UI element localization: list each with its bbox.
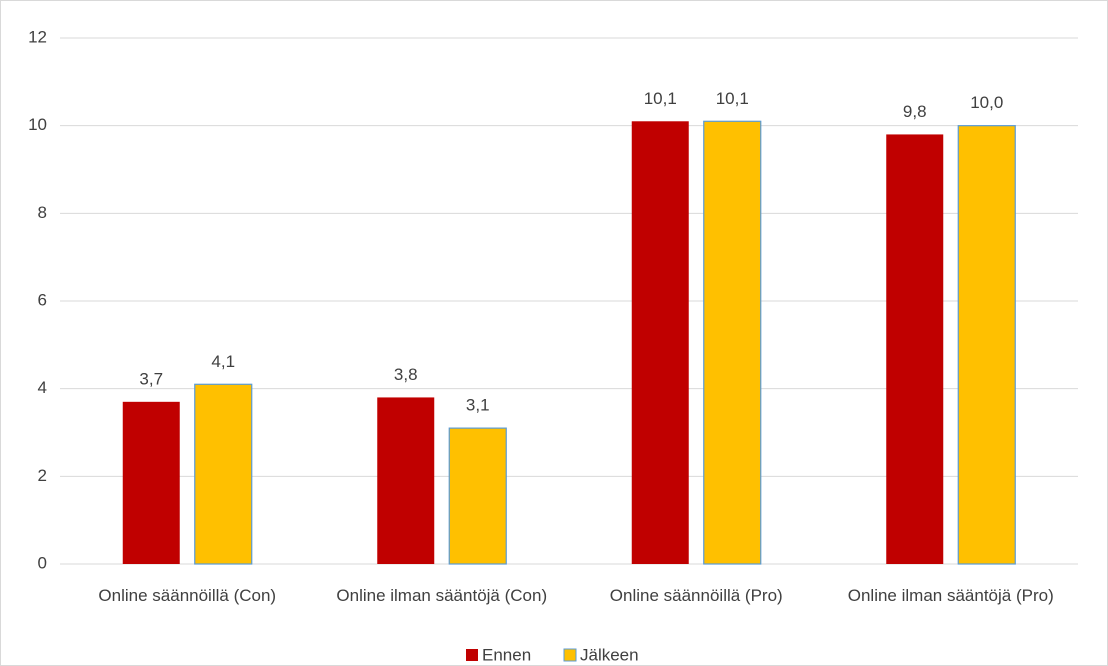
y-tick-label: 12 [28, 27, 47, 46]
data-label: 10,1 [716, 89, 749, 108]
legend-swatch [466, 649, 478, 661]
data-label: 4,1 [211, 352, 235, 371]
data-label: 3,8 [394, 365, 418, 384]
legend-swatch [563, 648, 577, 662]
bar [122, 401, 180, 564]
bar [194, 383, 253, 565]
y-tick-label: 0 [38, 553, 47, 572]
bar [377, 397, 435, 564]
y-tick-label: 6 [38, 290, 47, 309]
bar [957, 125, 1016, 565]
bar [448, 427, 507, 565]
y-tick-label: 4 [38, 378, 47, 397]
x-tick-label: Online ilman sääntöjä (Pro) [847, 586, 1054, 605]
y-tick-label: 8 [38, 203, 47, 222]
x-tick-label: Online säännöillä (Pro) [609, 586, 783, 605]
x-tick-label: Online ilman sääntöjä (Con) [336, 586, 548, 605]
data-label: 9,8 [903, 102, 927, 121]
x-tick-label: Online säännöillä (Con) [98, 586, 277, 605]
y-tick-label: 10 [28, 115, 47, 134]
bar [631, 121, 689, 565]
y-tick-label: 2 [38, 466, 47, 485]
legend-label: Ennen [482, 645, 531, 664]
bar [703, 120, 762, 565]
data-label: 3,1 [466, 396, 490, 415]
legend-label: Jälkeen [580, 645, 639, 664]
data-label: 10,0 [970, 93, 1003, 112]
data-label: 3,7 [139, 369, 163, 388]
bar [886, 134, 944, 564]
data-label: 10,1 [644, 89, 677, 108]
